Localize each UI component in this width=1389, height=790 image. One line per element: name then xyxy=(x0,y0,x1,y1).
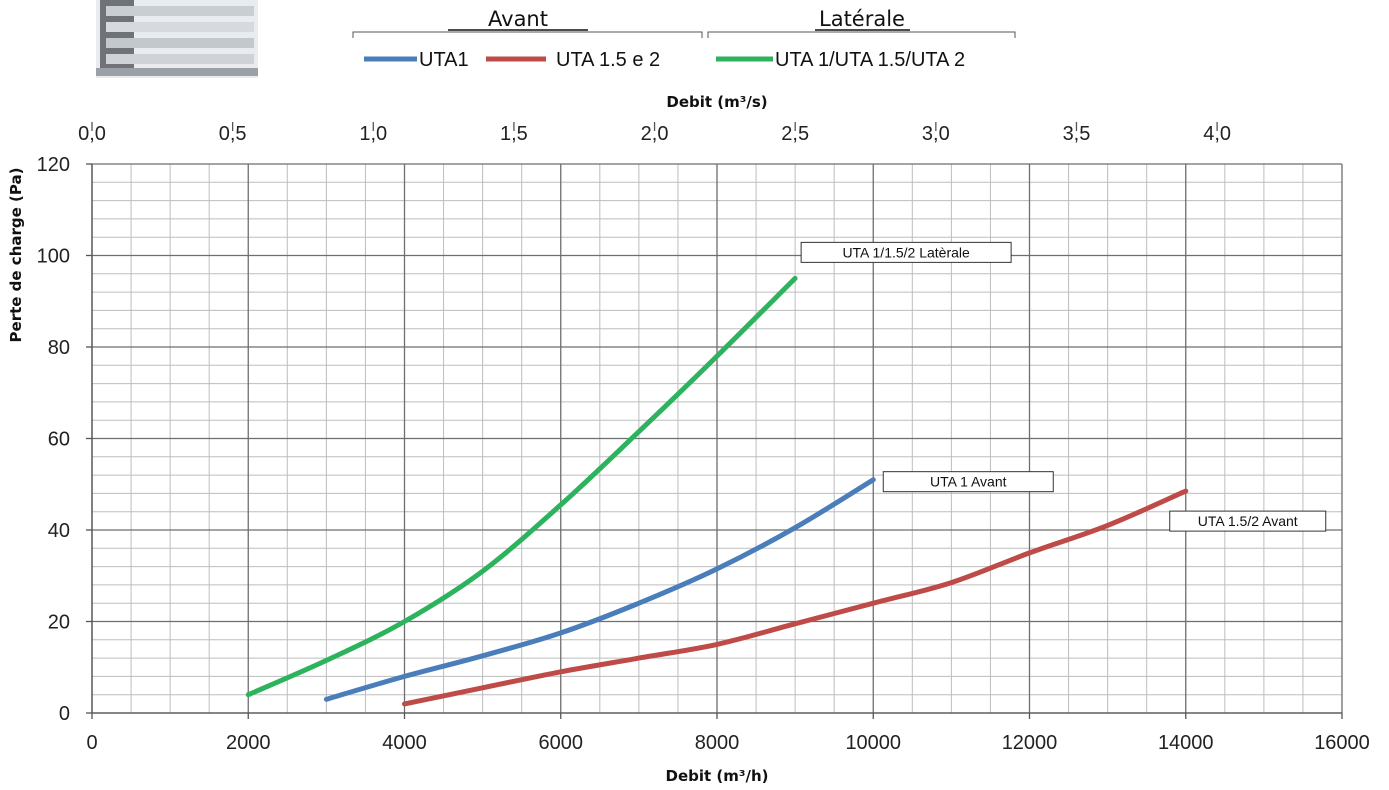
x-tick-label: 10000 xyxy=(845,732,901,754)
y-tick-label: 60 xyxy=(48,429,70,451)
damper-photo xyxy=(96,0,258,78)
series-label-3: UTA 1/1.5/2 Latèrale xyxy=(842,244,970,260)
axes xyxy=(86,122,1343,719)
series-line-2 xyxy=(402,488,1189,707)
x-tick-label: 6000 xyxy=(539,732,584,754)
series-label-box-1 xyxy=(882,471,1054,493)
x-ticks: 0 2000 4000 6000 8000 10000 12000 14000 16000 xyxy=(86,732,1369,754)
x-tick-label: 4000 xyxy=(382,732,427,754)
series-line-3 xyxy=(245,275,798,698)
x2-tick-label: 0,5 xyxy=(219,123,247,145)
x2-tick-label: 1,5 xyxy=(500,123,528,145)
x2-tick-label: 2,5 xyxy=(781,123,809,145)
x2-tick-label: 2,0 xyxy=(641,123,669,145)
x-tick-label: 0 xyxy=(86,732,97,754)
x2-tick-label: 3,5 xyxy=(1063,123,1091,145)
x-tick-label: 16000 xyxy=(1314,732,1370,754)
legend-group-bracket-avant xyxy=(352,31,703,38)
x-tick-label: 2000 xyxy=(226,732,271,754)
y-tick-label: 120 xyxy=(37,154,70,176)
series-labels: UTA 1 Avant UTA 1.5/2 Avant UTA 1/1.5/2 La… xyxy=(800,241,1327,532)
legend-label-uta1: UTA1 xyxy=(419,49,469,71)
series-label-box-2 xyxy=(1169,510,1327,532)
legend-group-title-laterale: Latérale xyxy=(819,7,905,31)
x-tick-label: 12000 xyxy=(1002,732,1058,754)
x2-tick-label: 4,0 xyxy=(1203,123,1231,145)
legend: Avant UTA1 UTA 1.5 e 2 Latérale UTA 1/UT… xyxy=(352,7,1016,71)
y-tick-label: 40 xyxy=(48,520,70,542)
x2-axis-title: Debit (m³/s) xyxy=(666,93,767,111)
series-label-1: UTA 1 Avant xyxy=(930,474,1007,490)
x-tick-label: 14000 xyxy=(1158,732,1214,754)
x2-tick-label: 1,0 xyxy=(359,123,387,145)
y-tick-label: 0 xyxy=(59,703,70,725)
x2-ticks: 0,0 0,5 1,0 1,5 2,0 2,5 3,0 3,5 4,0 xyxy=(78,123,1231,145)
legend-label-uta-all: UTA 1/UTA 1.5/UTA 2 xyxy=(775,49,965,71)
x-axis-title: Debit (m³/h) xyxy=(666,767,769,785)
legend-label-uta-1-5-e-2: UTA 1.5 e 2 xyxy=(556,49,660,71)
x2-tick-label: 0,0 xyxy=(78,123,106,145)
x-tick-label: 8000 xyxy=(695,732,740,754)
legend-group-title-avant: Avant xyxy=(488,7,548,31)
y-tick-label: 80 xyxy=(48,337,70,359)
legend-group-bracket-laterale xyxy=(707,31,1016,38)
y-axis-title: Perte de charge (Pa) xyxy=(7,168,25,343)
y-tick-label: 20 xyxy=(48,612,70,634)
y-tick-label: 100 xyxy=(37,246,70,268)
grid-major xyxy=(91,163,1343,714)
series-line-1 xyxy=(323,477,876,702)
y-ticks: 0 20 40 60 80 100 120 xyxy=(37,154,70,725)
series-label-box-3 xyxy=(800,241,1012,263)
series xyxy=(245,275,1189,707)
x2-tick-label: 3,0 xyxy=(922,123,950,145)
series-label-2: UTA 1.5/2 Avant xyxy=(1198,513,1298,529)
